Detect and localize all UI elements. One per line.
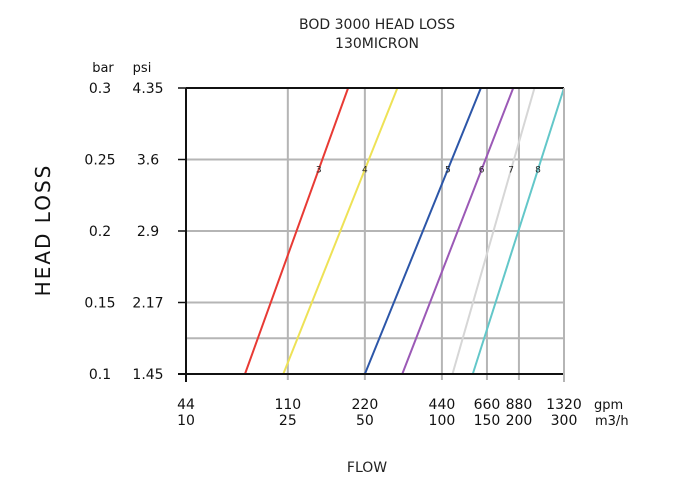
series-label-6: 6	[479, 166, 485, 176]
x-tick-label-gpm: 44	[177, 397, 195, 413]
x-tick-label-gpm: 110	[274, 397, 301, 413]
series-line-3	[244, 87, 350, 375]
y-tick-label-bar: 0.2	[89, 224, 111, 240]
x-tick-label-gpm: 220	[352, 397, 379, 413]
x-tick-label-gpm: 440	[429, 397, 456, 413]
series-label-5: 5	[445, 166, 451, 176]
plot-frame	[178, 87, 565, 382]
series-line-5	[363, 87, 482, 375]
series-lines: 3 4 5 6 7 8	[244, 87, 565, 375]
y-tick-label-psi: 2.9	[137, 224, 159, 240]
grid	[186, 88, 564, 380]
chart-subtitle: 130MICRON	[335, 36, 419, 52]
series-line-7	[451, 87, 536, 375]
y-tick-label-bar: 0.1	[89, 367, 111, 383]
series-label-8: 8	[535, 166, 541, 176]
x-axis-title: FLOW	[347, 460, 387, 476]
x-tick-label-m3h: 300	[551, 413, 578, 429]
y-axis-title: HEAD LOSS	[31, 164, 55, 297]
y-tick-label-bar: 0.15	[84, 296, 115, 312]
y-tick-label-psi: 1.45	[132, 367, 163, 383]
series-line-8	[471, 87, 565, 375]
x-tick-label-m3h: 100	[429, 413, 456, 429]
x-tick-label-m3h: 25	[279, 413, 297, 429]
series-line-6	[401, 87, 515, 375]
y-tick-label-psi: 4.35	[132, 81, 163, 97]
series-line-4	[282, 87, 399, 375]
x-unit-m3h: m3/h	[595, 414, 629, 429]
y-tick-label-bar: 0.3	[89, 81, 111, 97]
y-tick-label-psi: 2.17	[132, 296, 163, 312]
series-label-4: 4	[362, 166, 368, 176]
x-tick-label-gpm: 660	[474, 397, 501, 413]
x-tick-label-gpm: 880	[506, 397, 533, 413]
y-tick-label-bar: 0.25	[84, 153, 115, 169]
y-tick-label-psi: 3.6	[137, 153, 159, 169]
x-tick-label-gpm: 1320	[546, 397, 582, 413]
y-unit-psi: psi	[133, 61, 152, 76]
x-tick-label-m3h: 50	[356, 413, 374, 429]
y-unit-bar: bar	[92, 61, 114, 76]
series-label-7: 7	[508, 166, 514, 176]
x-tick-label-m3h: 10	[177, 413, 195, 429]
x-unit-gpm: gpm	[594, 398, 623, 413]
series-label-3: 3	[316, 166, 322, 176]
x-tick-label-m3h: 150	[474, 413, 501, 429]
x-tick-label-m3h: 200	[506, 413, 533, 429]
chart-title: BOD 3000 HEAD LOSS	[299, 17, 455, 33]
